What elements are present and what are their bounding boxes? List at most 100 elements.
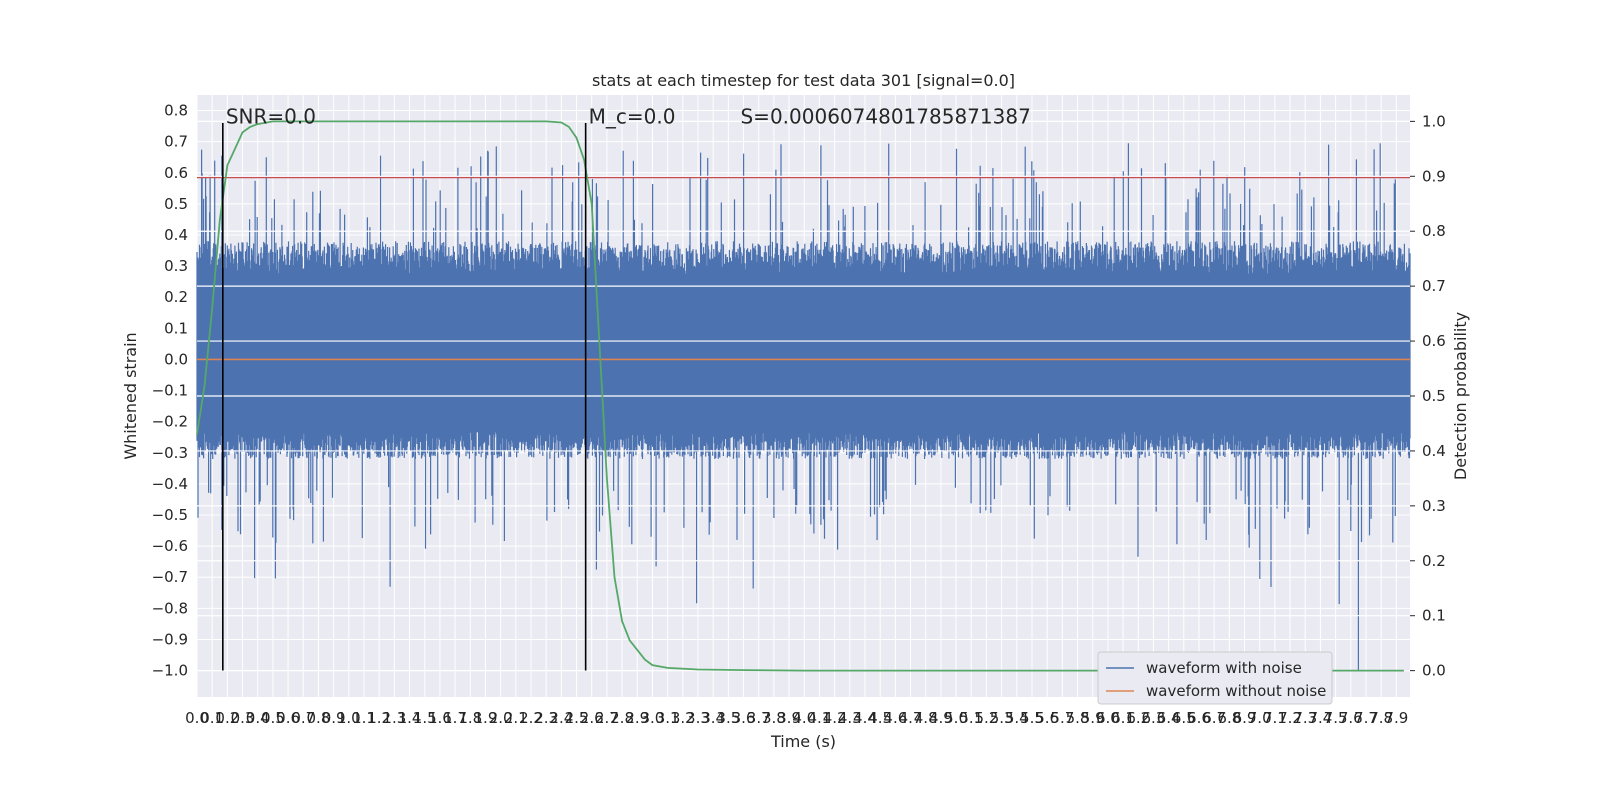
annotation-text: M_c=0.0 <box>589 105 676 129</box>
y-axis-label: Whitened strain <box>121 332 140 459</box>
x-tick-label: 1.2 <box>367 709 391 727</box>
x-tick-label: 2.4 <box>549 709 573 727</box>
x-tick-label: 5.8 <box>1066 709 1090 727</box>
y-tick-label: −0.8 <box>152 599 188 617</box>
x-tick-label: 4.9 <box>929 709 953 727</box>
x-tick-label: 0.1 <box>200 709 224 727</box>
x-tick-label: 3.6 <box>732 709 756 727</box>
y-tick-label: −0.2 <box>152 413 188 431</box>
x-tick-label: 4.7 <box>899 709 923 727</box>
y2-tick-label: 1.0 <box>1422 112 1446 130</box>
x-tick-label: 6.5 <box>1172 709 1196 727</box>
x-tick-label: 3.2 <box>671 709 695 727</box>
annotation-text: S=0.0006074801785871387 <box>740 105 1030 129</box>
plot-area <box>196 120 1411 672</box>
x-tick-label: 4.4 <box>853 709 877 727</box>
annotations: SNR=0.0 M_c=0.0 S=0.0006074801785871387 <box>226 105 1031 129</box>
y-tick-label: 0.3 <box>164 257 188 275</box>
x-tick-label: 5.0 <box>944 709 968 727</box>
x-tick-label: 7.7 <box>1354 709 1378 727</box>
x-tick-label: 4.1 <box>808 709 832 727</box>
y-tick-label: −0.5 <box>152 506 188 524</box>
x-tick-label: 3.3 <box>686 709 710 727</box>
x-tick-label: 2.0 <box>489 709 513 727</box>
y-tick-label: 0.1 <box>164 319 188 337</box>
x-tick-label: 1.6 <box>428 709 452 727</box>
y2-tick-label: 0.4 <box>1422 442 1446 460</box>
x-tick-label: 6.2 <box>1126 709 1150 727</box>
x-tick-label: 2.3 <box>534 709 558 727</box>
x-tick-label: 5.2 <box>975 709 999 727</box>
legend: waveform with noise waveform without noi… <box>1097 651 1333 705</box>
x-tick-label: 1.4 <box>398 709 422 727</box>
y2-tick-label: 0.8 <box>1422 222 1446 240</box>
chart-title: stats at each timestep for test data 301… <box>592 71 1015 90</box>
x-tick-label: 7.9 <box>1384 709 1408 727</box>
x-tick-label: 1.7 <box>443 709 467 727</box>
x-tick-label: 3.5 <box>716 709 740 727</box>
x-tick-label: 6.1 <box>1111 709 1135 727</box>
x-tick-label: 7.1 <box>1263 709 1287 727</box>
x-tick-label: 5.5 <box>1020 709 1044 727</box>
y-tick-label: −0.4 <box>152 475 188 493</box>
x-tick-label: 2.7 <box>595 709 619 727</box>
y2-axis-label: Detection probability <box>1451 312 1470 480</box>
x-tick-label: 4.0 <box>792 709 816 727</box>
y2-tick-label: 0.9 <box>1422 167 1446 185</box>
y2-tick-label: 0.5 <box>1422 387 1446 405</box>
y-tick-label: −0.3 <box>152 444 188 462</box>
y-tick-label: −0.9 <box>152 630 188 648</box>
y-tick-label: 0.0 <box>164 350 188 368</box>
x-tick-label: 4.5 <box>868 709 892 727</box>
y-tick-label: 0.2 <box>164 288 188 306</box>
x-tick-label: 1.8 <box>458 709 482 727</box>
x-tick-label: 4.3 <box>838 709 862 727</box>
x-tick-label: 0.6 <box>276 709 300 727</box>
x-tick-label: 2.6 <box>580 709 604 727</box>
x-tick-label: 6.4 <box>1157 709 1181 727</box>
x-tick-label: 4.8 <box>914 709 938 727</box>
x-tick-label: 2.1 <box>504 709 528 727</box>
x-tick-label: 0.8 <box>307 709 331 727</box>
series-waveform-with-noise <box>196 143 1411 671</box>
x-tick-label: 7.3 <box>1293 709 1317 727</box>
x-tick-label: 3.8 <box>762 709 786 727</box>
y2-tick-label: 0.6 <box>1422 332 1446 350</box>
y-tick-label: 0.5 <box>164 195 188 213</box>
x-axis-label: Time (s) <box>770 732 836 751</box>
x-tick-label: 7.0 <box>1248 709 1272 727</box>
x-tick-label: 7.8 <box>1369 709 1393 727</box>
y-tick-label: 0.6 <box>164 164 188 182</box>
x-tick-label: 7.2 <box>1278 709 1302 727</box>
y2-tick-label: 0.1 <box>1422 607 1446 625</box>
x-tick-label: 5.1 <box>959 709 983 727</box>
y-tick-label: 0.4 <box>164 226 188 244</box>
x-tick-label: 0.5 <box>261 709 285 727</box>
x-tick-label: 6.0 <box>1096 709 1120 727</box>
x-tick-label: 1.9 <box>474 709 498 727</box>
x-tick-label: 6.6 <box>1187 709 1211 727</box>
x-tick-label: 6.7 <box>1202 709 1226 727</box>
x-tick-label: 7.4 <box>1308 709 1332 727</box>
x-tick-label: 1.5 <box>413 709 437 727</box>
x-tick-label: 0.2 <box>215 709 239 727</box>
x-tick-label: 0.9 <box>322 709 346 727</box>
legend-box <box>1097 651 1333 705</box>
x-tick-label: 6.3 <box>1142 709 1166 727</box>
x-tick-label: 2.8 <box>610 709 634 727</box>
y-tick-label: −0.7 <box>152 568 188 586</box>
x-tick-label: 3.1 <box>656 709 680 727</box>
y-tick-label: 0.8 <box>164 102 188 120</box>
series-detection-probability <box>196 120 1404 672</box>
axes: 0.80.70.60.50.40.30.20.10.0−0.1−0.2−0.3−… <box>152 102 1446 727</box>
x-tick-label: 3.4 <box>701 709 725 727</box>
x-tick-label: 0.4 <box>246 709 270 727</box>
legend-label-waveform-without-noise: waveform without noise <box>1146 682 1326 700</box>
x-tick-label: 2.2 <box>519 709 543 727</box>
x-tick-label: 5.7 <box>1050 709 1074 727</box>
x-tick-label: 0.7 <box>291 709 315 727</box>
x-tick-label: 3.9 <box>777 709 801 727</box>
x-tick-label: 2.5 <box>565 709 589 727</box>
y-tick-label: −1.0 <box>152 662 188 680</box>
